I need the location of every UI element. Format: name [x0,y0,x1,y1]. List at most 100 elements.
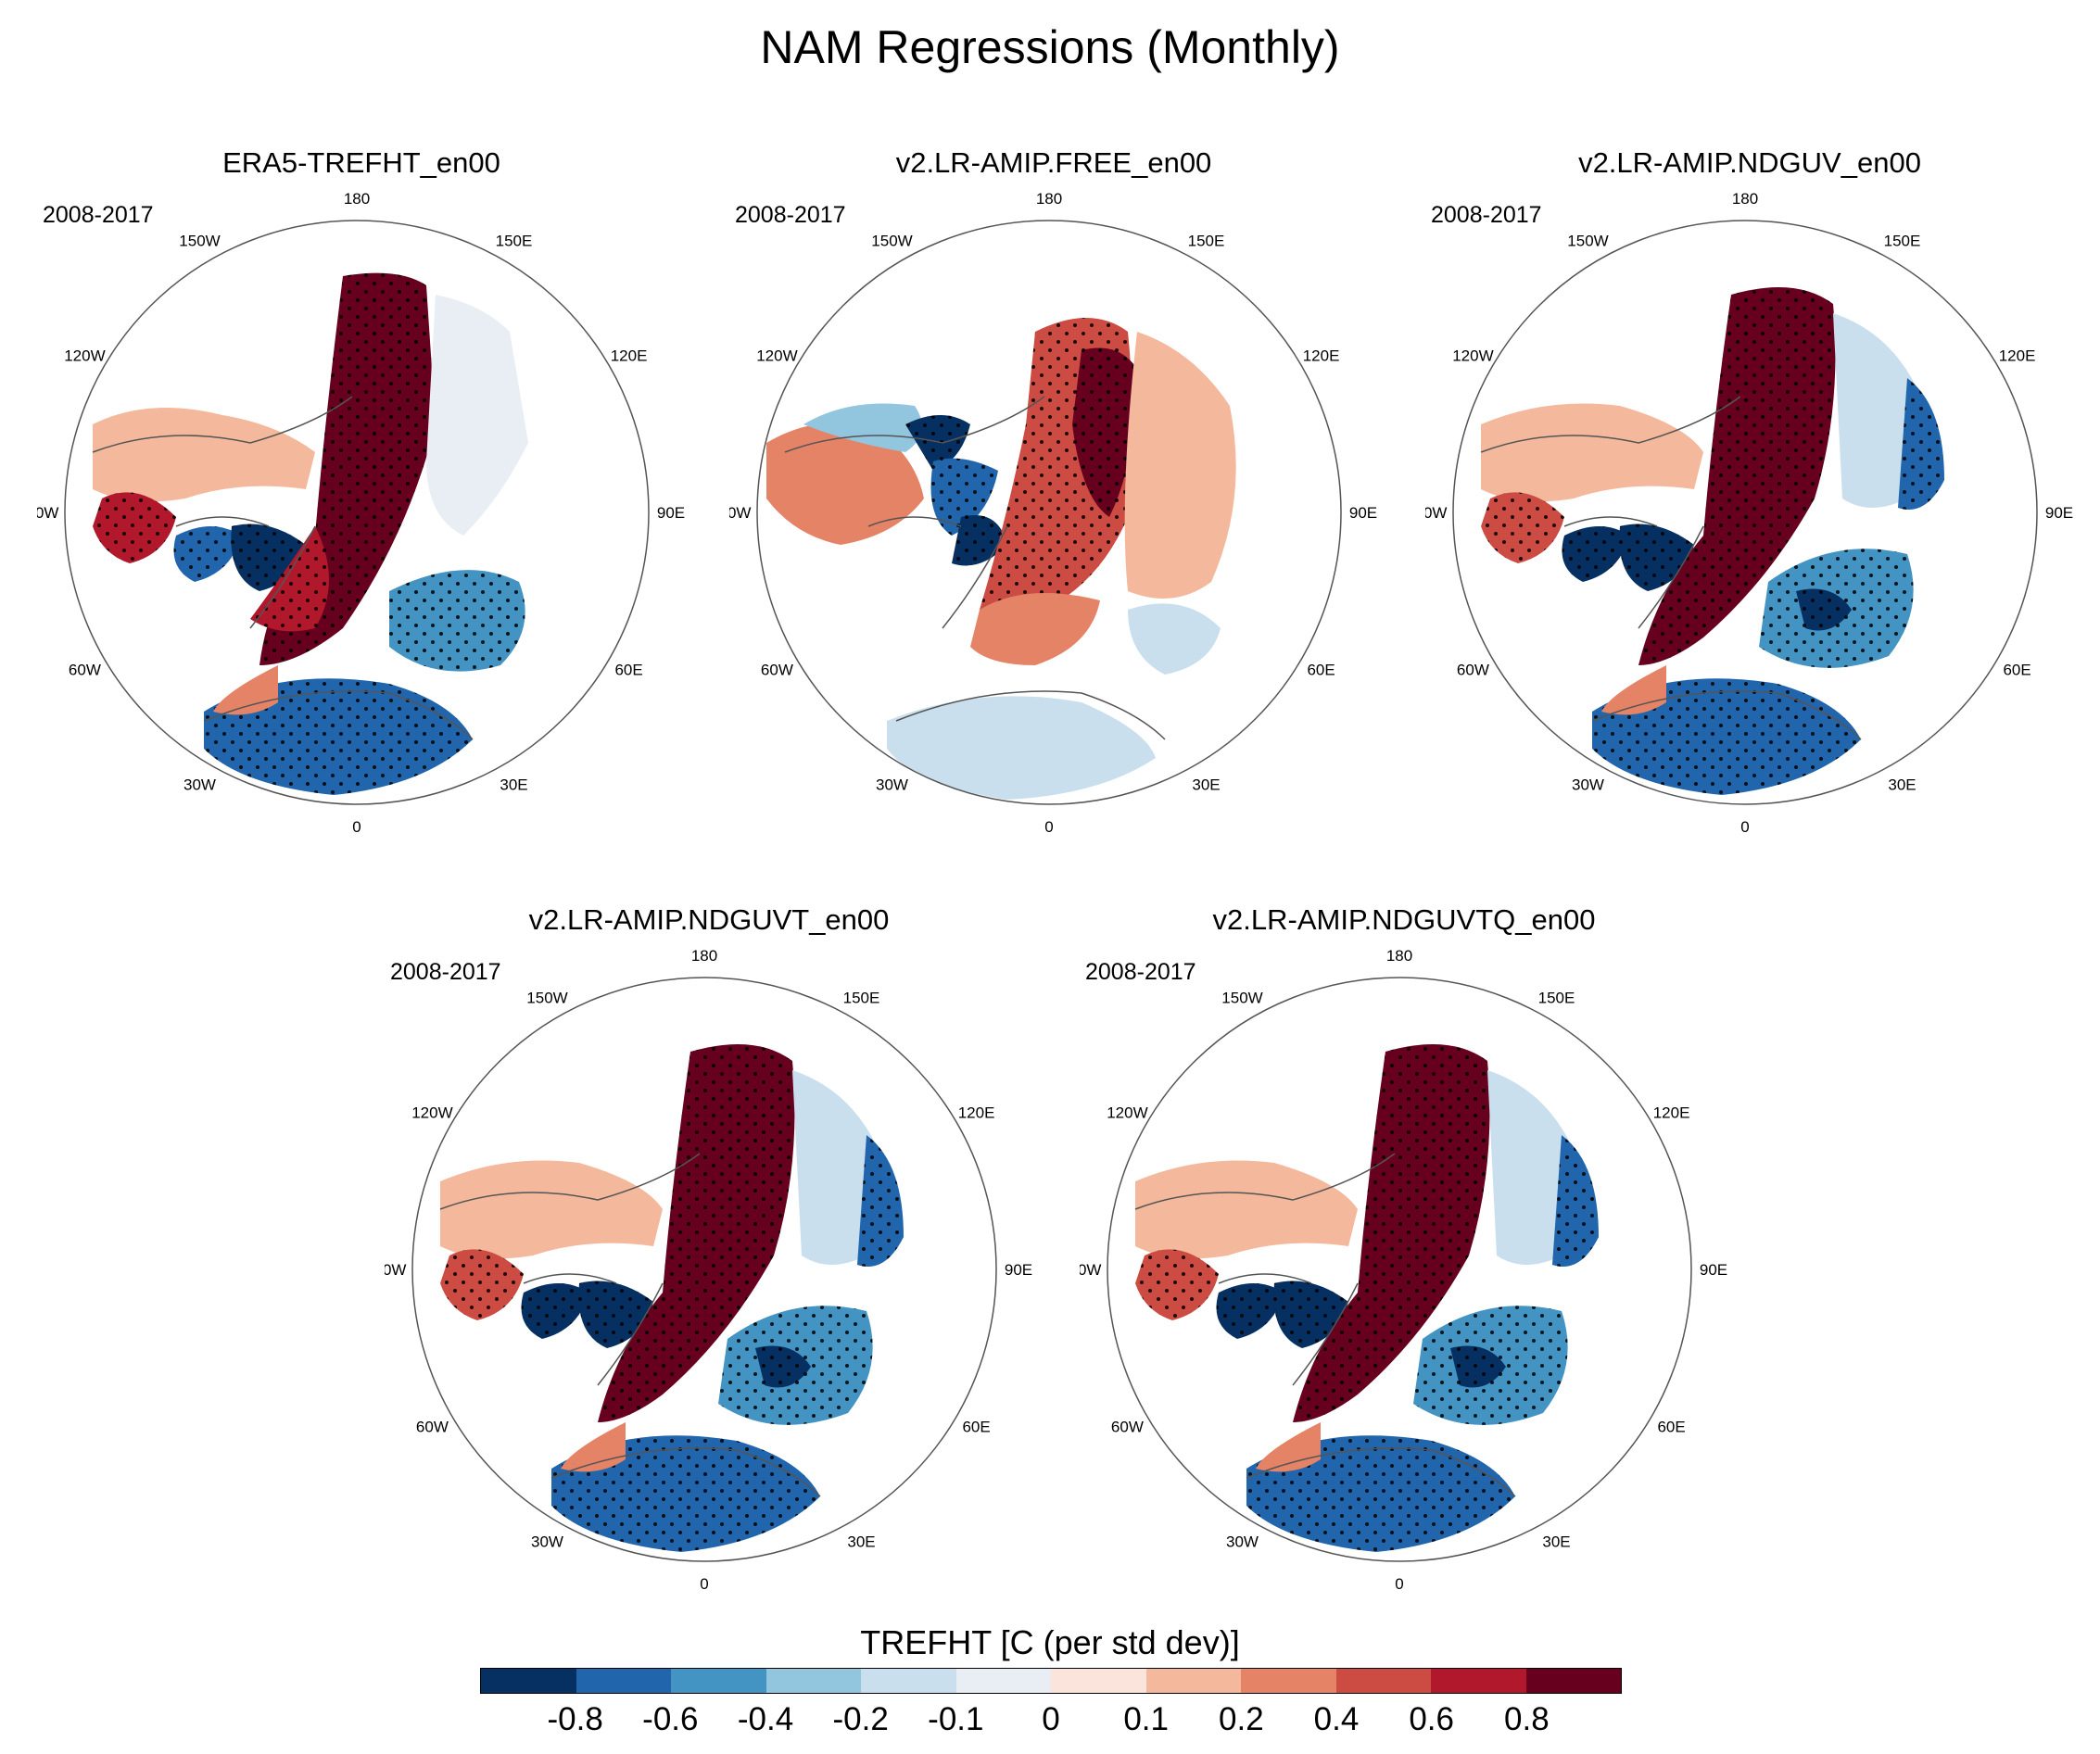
significance-stipple [1552,1135,1599,1267]
longitude-label: 60W [1457,662,1489,679]
field-region [93,408,315,502]
longitude-label: 90E [2045,504,2073,522]
map-panel-ndguv: 180 150E 120E 90E 60E 30E 0 30W 60W 90W 120W 150W v… [1425,146,2074,915]
longitude-label: 0 [700,1575,708,1593]
coastline [439,1153,821,1497]
significance-stipple [930,458,998,536]
polar-map: 180 150E 120E 90E 60E 30E 0 30W 60W 90W 120W 150W [729,190,1377,836]
longitude-label: 30W [531,1533,563,1551]
longitude-label: 30E [1542,1533,1570,1551]
longitude-label: 120W [1107,1104,1147,1122]
longitude-label: 30W [1226,1533,1259,1551]
map-boundary [1107,977,1692,1562]
significance-stipple [1481,492,1564,563]
longitude-label: 30E [1192,776,1220,794]
map-boundary [1452,220,2038,805]
longitude-label: 0 [1740,818,1749,836]
field-region [1601,665,1666,715]
field-region [426,295,528,536]
significance-stipple [598,1044,795,1422]
colorbar-tick-label: -0.1 [928,1701,984,1737]
longitude-label: 60W [761,662,793,679]
polar-map: 180 150E 120E 90E 60E 30E 0 30W 60W 90W 120W 150W [37,190,685,836]
colorbar-tick-label: -0.8 [547,1701,603,1737]
significance-stipple [93,492,176,563]
longitude-label: 180 [1732,190,1758,208]
field-region [1256,1422,1321,1472]
longitude-label: 150E [1884,232,1921,249]
colorbar-tick-label: 0.4 [1313,1701,1360,1737]
longitude-label: 150E [1188,232,1225,249]
longitude-label: 60W [69,662,101,679]
colorbar-swatch [1431,1669,1526,1693]
longitude-label: 150W [871,232,912,249]
period-label: 2008-2017 [1085,959,1196,985]
significance-stipple [1619,524,1694,591]
longitude-label: 180 [691,947,717,965]
colorbar-tick-label: -0.6 [642,1701,699,1737]
longitude-label: 0 [1044,818,1053,836]
longitude-label: 120W [756,347,797,365]
significance-stipple [755,1345,811,1388]
coastline [1134,1153,1516,1497]
map-panel-ndguvt: 180 150E 120E 90E 60E 30E 0 30W 60W 90W 120W 150W v… [385,903,1033,1672]
colorbar-tick-label: 0.8 [1504,1701,1550,1737]
colorbar-tick-label: -0.2 [832,1701,889,1737]
significance-stipple [1796,588,1852,631]
longitude-label: 120W [64,347,105,365]
significance-stipple [905,415,970,471]
colorbar-tick-label: 0.6 [1409,1701,1454,1737]
colorbar-swatch [955,1669,1051,1693]
field-region [1135,1160,1358,1259]
colorbar-title: TREFHT [C (per std dev)] [860,1623,1240,1661]
colorbar-swatch [1525,1669,1621,1693]
coastline [784,396,1166,740]
longitude-label: 60E [2003,662,2030,679]
panel-title: v2.LR-AMIP.NDGUV_en00 [1578,146,1921,179]
polar-map: 180 150E 120E 90E 60E 30E 0 30W 60W 90W 120W 150W [385,947,1032,1593]
longitude-label: 30W [1572,776,1604,794]
significance-stipple [173,526,241,582]
longitude-label: 30W [876,776,908,794]
colorbar-swatch [1335,1669,1431,1693]
map-panel-era5: 180 150E 120E 90E 60E 30E 0 30W 60W 90W 120W 150W E… [37,146,686,915]
colorbar-swatch [671,1669,766,1693]
panel-title: v2.LR-AMIP.NDGUVTQ_en00 [1212,903,1596,936]
field-region [1124,332,1236,599]
figure-title: NAM Regressions (Monthly) [760,21,1340,73]
map-boundary [756,220,1342,805]
longitude-label: 120E [958,1104,995,1122]
map-panel-ndguvtq: 180 150E 120E 90E 60E 30E 0 30W 60W 90W 120W 150W v… [1080,903,1728,1672]
longitude-label: 150E [843,989,880,1006]
significance-stipple [578,1281,653,1348]
significance-stipple [1592,678,1861,795]
significance-stipple [440,1249,524,1320]
significance-stipple [1638,287,1836,665]
field-region [1128,603,1221,675]
longitude-label: 30E [847,1533,875,1551]
longitude-label: 60E [1307,662,1335,679]
longitude-label: 90E [657,504,685,522]
polar-map: 180 150E 120E 90E 60E 30E 0 30W 60W 90W 120W 150W [1425,190,2073,836]
longitude-label: 150W [1567,232,1608,249]
longitude-label: 30E [500,776,527,794]
longitude-label: 150W [179,232,220,249]
longitude-label: 30W [183,776,216,794]
longitude-label: 180 [1036,190,1062,208]
longitude-label: 120E [1999,347,2036,365]
field-region [803,403,922,452]
panel-title: v2.LR-AMIP.FREE_en00 [895,146,1212,179]
significance-stipple [1562,526,1629,582]
field-region [766,422,924,545]
longitude-label: 150E [1538,989,1575,1006]
longitude-label: 150W [1221,989,1262,1006]
longitude-label: 120W [1452,347,1493,365]
field-region [213,665,278,715]
longitude-label: 90E [1005,1261,1032,1279]
significance-stipple [521,1283,588,1339]
colorbar-swatch [861,1669,956,1693]
longitude-label: 120W [411,1104,452,1122]
field-region [1833,313,1920,508]
significance-stipple [250,526,329,632]
significance-stipple [1246,1435,1515,1552]
